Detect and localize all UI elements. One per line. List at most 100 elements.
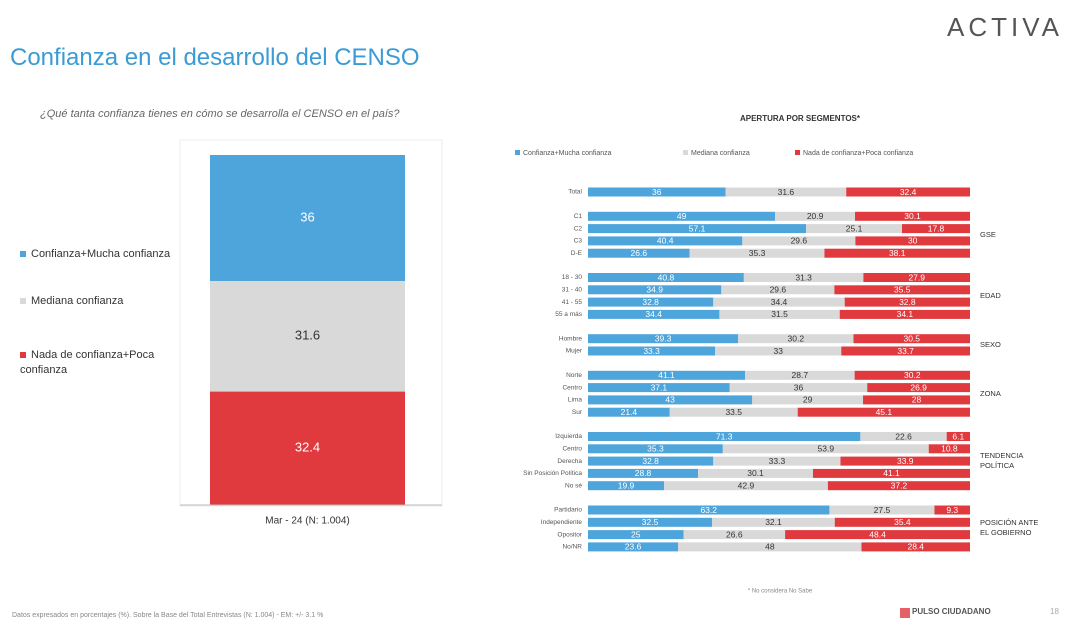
bar-segment	[588, 248, 690, 258]
bar-segment	[861, 542, 970, 552]
value-label: 71.3	[716, 431, 733, 441]
bar-segment	[797, 407, 970, 417]
bar-segment	[844, 297, 970, 307]
row-label: Total	[568, 189, 582, 196]
question: ¿Qué tanta confianza tienes en cómo se d…	[40, 108, 400, 120]
bar-segment	[683, 530, 786, 540]
value-label: 28	[912, 395, 922, 405]
bar-segment	[588, 407, 670, 417]
value-label: 32.8	[899, 297, 916, 307]
value-label: 39.3	[655, 333, 672, 343]
row-label: 55 a más	[555, 311, 582, 318]
bar-segment	[588, 224, 807, 234]
value-label: 32.8	[642, 297, 659, 307]
bar-segment	[588, 517, 713, 527]
value-label: 26.6	[631, 248, 648, 258]
row-label: Hombre	[559, 335, 583, 342]
bar-segment	[745, 370, 855, 380]
value-label: 33.7	[897, 346, 914, 356]
value-label: 38.1	[889, 248, 906, 258]
value-label: 30.5	[903, 333, 920, 343]
brand: ACTIVA	[947, 12, 1063, 42]
value-label: 48.4	[869, 529, 886, 539]
value-label: 29	[803, 395, 813, 405]
bar-segment	[806, 224, 903, 234]
bar-segment	[867, 383, 970, 393]
value-label: 35.3	[749, 248, 766, 258]
bar-segment	[588, 187, 726, 197]
value-label: 33.9	[897, 456, 914, 466]
row-label: Sin Posición Política	[523, 470, 582, 477]
bar-segment	[678, 542, 862, 552]
bar-segment	[210, 155, 405, 281]
bar-segment	[853, 334, 970, 344]
value-label: 28.7	[792, 370, 809, 380]
bar-segment	[713, 456, 841, 466]
row-label: Norte	[566, 372, 582, 379]
value-label: 28.4	[907, 542, 924, 552]
group-label: TENDENCIA POLÍTICA	[980, 451, 1023, 471]
value-label: 32.4	[900, 187, 917, 197]
value-label: 21.4	[621, 407, 638, 417]
legend-swatch	[795, 150, 800, 155]
legend-label: Mediana confianza	[31, 295, 124, 307]
value-label: 34.1	[897, 309, 914, 319]
bar-segment	[722, 444, 929, 454]
logo: PULSO CIUDADANO	[912, 607, 991, 616]
bar-segment	[839, 309, 970, 319]
bar-segment	[721, 285, 835, 295]
bar-segment	[588, 395, 753, 405]
value-label: 31.6	[778, 187, 795, 197]
value-label: 30.1	[747, 468, 764, 478]
bar-segment	[210, 281, 405, 392]
value-label: 32.5	[642, 517, 659, 527]
value-label: 33.5	[725, 407, 742, 417]
value-label: 36	[794, 382, 804, 392]
value-label: 32.1	[765, 517, 782, 527]
bar-segment	[669, 407, 798, 417]
bar-segment	[846, 187, 970, 197]
value-label: 53.9	[818, 444, 835, 454]
value-label: 19.9	[618, 480, 635, 490]
row-label: 31 - 40	[562, 287, 583, 294]
bar-segment	[827, 481, 970, 491]
value-label: 30	[908, 236, 918, 246]
legend-label: Nada de confianza+Poca confianza	[803, 150, 913, 157]
legend-label: Nada de confianza+Poca confianza	[20, 349, 155, 376]
bar-segment	[934, 505, 970, 515]
bar-segment	[812, 468, 970, 478]
bar-segment	[715, 346, 842, 356]
value-label: 25	[631, 529, 641, 539]
group-label: GSE	[980, 229, 996, 239]
source: Datos expresados en porcentajes (%). Sob…	[12, 612, 324, 619]
group-label: ZONA	[980, 388, 1001, 398]
bar-segment	[689, 248, 825, 258]
row-label: No/NR	[562, 544, 582, 551]
value-label: 36	[300, 209, 314, 224]
note: * No considera No Sabe	[748, 589, 813, 595]
value-label: 43	[665, 395, 675, 405]
bar-segment	[863, 395, 970, 405]
bar-segment	[588, 444, 723, 454]
bar-segment	[588, 456, 714, 466]
bar-segment	[588, 346, 716, 356]
legend-item: Nada de confianza+Poca confianza	[20, 348, 200, 378]
page-number: 18	[1050, 607, 1059, 616]
bar-segment	[902, 224, 970, 234]
bar-segment	[588, 285, 722, 295]
bar-segment	[860, 432, 947, 441]
row-label: Centro	[562, 446, 582, 453]
value-label: 29.6	[791, 236, 808, 246]
bar-segment	[725, 187, 847, 197]
value-label: 42.9	[738, 480, 755, 490]
value-label: 22.6	[895, 431, 912, 441]
value-label: 33	[774, 346, 784, 356]
logo-icon	[900, 608, 910, 618]
value-label: 41.1	[883, 468, 900, 478]
title: Confianza en el desarrollo del CENSO	[10, 44, 420, 71]
value-label: 31.3	[795, 272, 812, 282]
row-label: C1	[574, 213, 583, 220]
legend-swatch	[20, 251, 26, 258]
